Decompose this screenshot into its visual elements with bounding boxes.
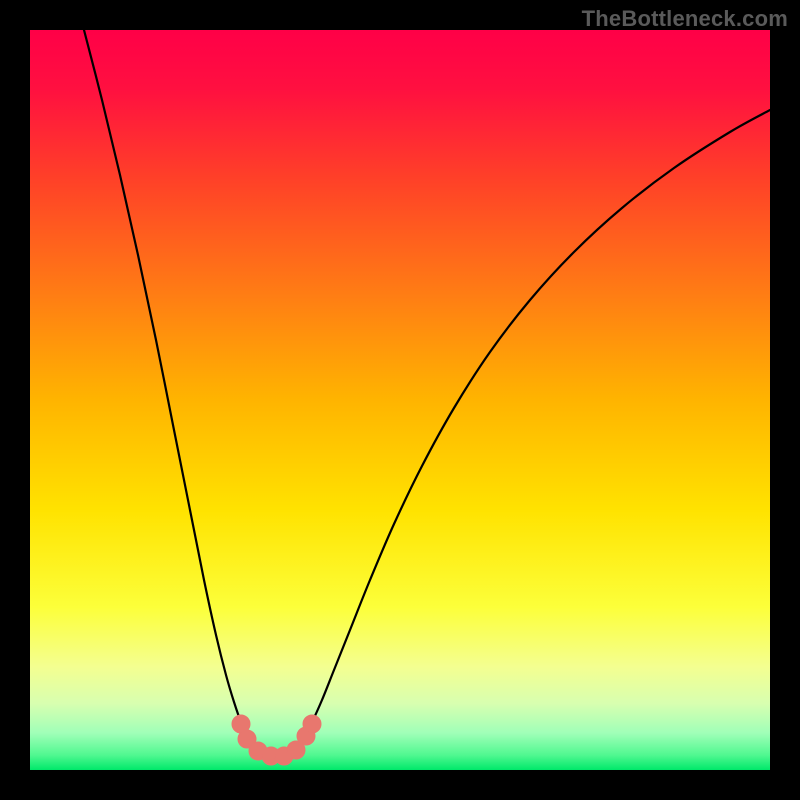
plot-area (30, 30, 770, 770)
bottleneck-chart (30, 30, 770, 770)
optimal-marker (303, 715, 321, 733)
canvas-root: TheBottleneck.com (0, 0, 800, 800)
watermark-text: TheBottleneck.com (582, 6, 788, 32)
gradient-background (30, 30, 770, 770)
